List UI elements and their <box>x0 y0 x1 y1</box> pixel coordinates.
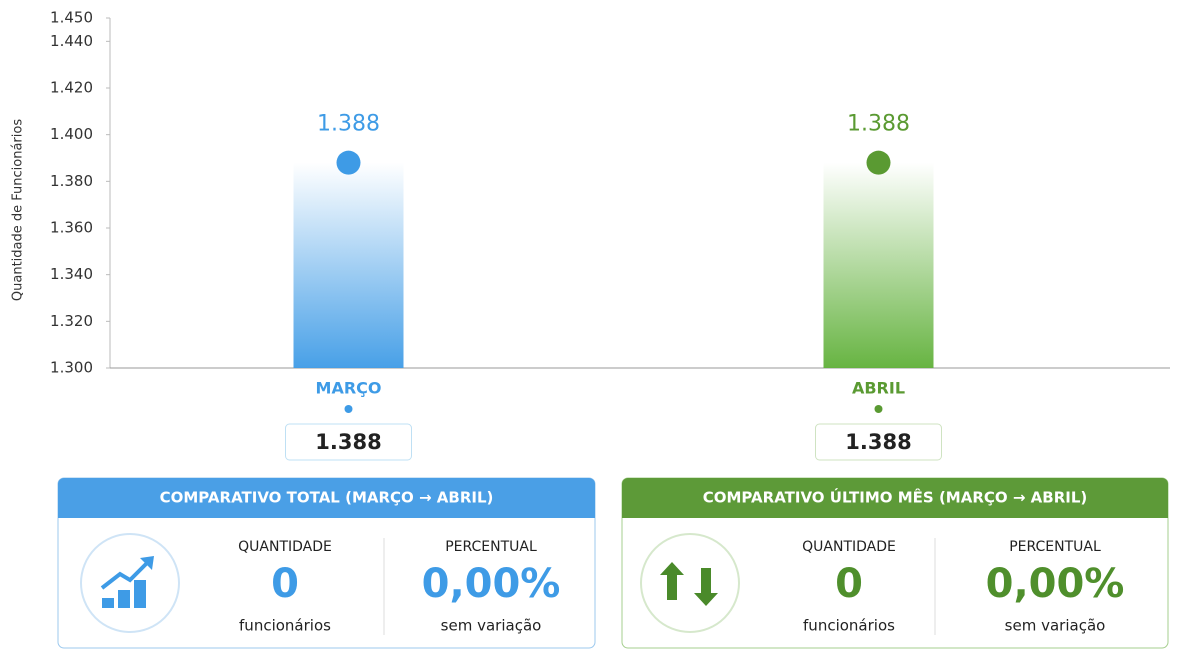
value-box-label: 1.388 <box>845 430 911 454</box>
quantity-unit: funcionários <box>803 617 895 635</box>
quantity-value: 0 <box>835 561 863 607</box>
y-tick-label: 1.400 <box>50 125 93 143</box>
percent-note: sem variação <box>441 617 542 635</box>
card-header <box>58 478 595 518</box>
x-tick-label: MARÇO <box>316 379 382 398</box>
category-dot <box>874 405 883 413</box>
swap-icon <box>660 562 718 606</box>
y-tick-label: 1.340 <box>50 265 93 283</box>
y-tick-label: 1.420 <box>50 79 93 97</box>
value-box <box>285 423 412 461</box>
percent-value: 0,00% <box>986 561 1125 607</box>
y-tick-label: 1.380 <box>50 172 93 190</box>
data-label: 1.388 <box>317 112 380 137</box>
quantity-unit: funcionários <box>239 617 331 635</box>
y-axis-title: Quantidade de Funcionários <box>11 119 26 301</box>
x-tick-label: ABRIL <box>852 379 905 398</box>
point <box>866 150 891 175</box>
growth-icon <box>100 556 154 608</box>
percent-label: PERCENTUAL <box>1009 539 1101 555</box>
percent-note: sem variação <box>1005 617 1106 635</box>
category-dot <box>344 405 353 413</box>
value-box-label: 1.388 <box>315 430 381 454</box>
y-tick-label: 1.300 <box>50 359 93 377</box>
quantity-value: 0 <box>271 561 299 607</box>
point <box>336 150 361 175</box>
icon-circle <box>80 533 180 633</box>
y-tick-label: 1.440 <box>50 32 93 50</box>
card-title: COMPARATIVO TOTAL (MARÇO → ABRIL) <box>160 489 494 507</box>
percent-label: PERCENTUAL <box>445 539 537 555</box>
data-label: 1.388 <box>847 112 910 137</box>
card-header <box>622 478 1168 518</box>
quantity-label: QUANTIDADE <box>802 539 896 555</box>
value-box <box>815 423 942 461</box>
bar <box>293 162 404 368</box>
icon-circle <box>640 533 740 633</box>
y-tick-label: 1.360 <box>50 219 93 237</box>
percent-value: 0,00% <box>422 561 561 607</box>
quantity-label: QUANTIDADE <box>238 539 332 555</box>
card-title: COMPARATIVO ÚLTIMO MÊS (MARÇO → ABRIL) <box>703 488 1088 507</box>
bar <box>823 162 934 368</box>
y-tick-label: 1.450 <box>50 9 93 27</box>
y-tick-label: 1.320 <box>50 312 93 330</box>
